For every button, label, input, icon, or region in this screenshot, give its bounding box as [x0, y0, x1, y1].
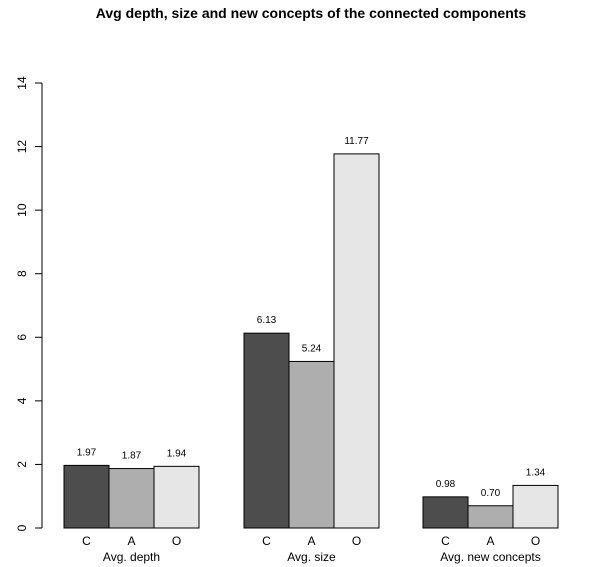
y-tick-label: 0: [15, 524, 29, 531]
bar-value-label: 5.24: [302, 343, 322, 354]
group-label: Avg. new concepts: [440, 550, 541, 564]
y-axis: 0 2 4 6 8 10 12 14: [15, 76, 42, 531]
bar-c-group-1: [63, 464, 110, 529]
y-tick-label: 6: [15, 334, 29, 341]
bar-a-group-3: [467, 505, 514, 529]
bar-value-label: 1.87: [122, 451, 142, 462]
bar-value-label: 1.94: [167, 448, 187, 459]
bar-value-label: 0.98: [436, 479, 456, 490]
bar-value-labels: 1.97 1.87 1.94 6.13 5.24 11.77 0.98 0.70 1.34: [77, 136, 546, 499]
bar-letter-label: O: [172, 534, 181, 548]
y-tick-label: 8: [15, 270, 29, 277]
y-tick-label: 14: [15, 76, 29, 90]
bar-c-group-2: [243, 332, 290, 529]
bar-c-group-3: [422, 496, 469, 529]
bar-a-group-2: [288, 360, 335, 529]
x-axis-labels: C A O Avg. depth C A O Avg. size C A O Avg. new con…: [82, 534, 541, 564]
bar-letter-label: A: [127, 534, 135, 548]
group-label: Avg. size: [287, 550, 336, 564]
bar-value-label: 1.34: [526, 467, 546, 478]
bar-value-label: 0.70: [481, 488, 501, 499]
group-label: Avg. depth: [103, 550, 160, 564]
chart-title: Avg depth, size and new concepts of the …: [96, 5, 527, 21]
y-tick-label: 12: [15, 140, 29, 154]
bar-o-group-1: [153, 465, 200, 529]
bar-value-label: 1.97: [77, 447, 97, 458]
bar-letter-label: O: [352, 534, 361, 548]
bar-o-group-3: [512, 484, 559, 529]
y-tick-label: 4: [15, 397, 29, 404]
bar-letter-label: C: [262, 534, 271, 548]
bar-letter-label: O: [531, 534, 540, 548]
y-tick-label: 10: [15, 203, 29, 217]
bar-value-label: 11.77: [344, 136, 369, 147]
bar-letter-label: A: [307, 534, 315, 548]
bar-a-group-1: [108, 468, 155, 529]
bar-value-label: 6.13: [257, 315, 277, 326]
bar-letter-label: C: [82, 534, 91, 548]
bar-o-group-2: [333, 153, 380, 529]
bars: [63, 153, 559, 529]
bar-letter-label: C: [441, 534, 450, 548]
bar-letter-label: A: [486, 534, 494, 548]
y-tick-label: 2: [15, 461, 29, 468]
